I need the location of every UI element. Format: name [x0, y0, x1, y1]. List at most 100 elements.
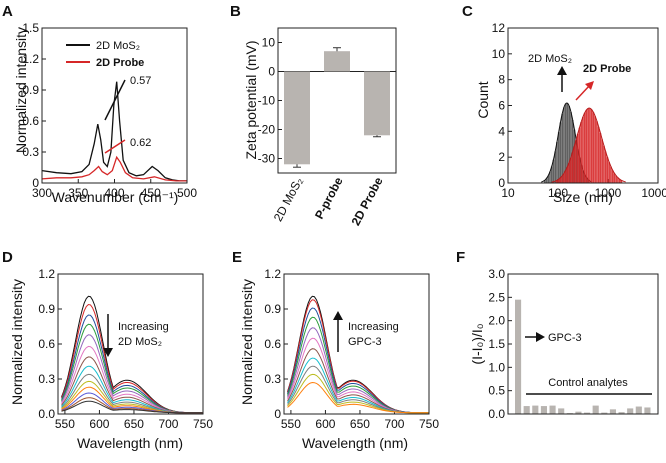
panel-e: E Normalized intensity Wavelength (nm) 0… [232, 249, 439, 451]
c-x-tick-label: 10000 [641, 186, 666, 200]
c-y-tick-label: 12 [492, 21, 506, 35]
c-x-tick-label: 100 [548, 186, 568, 200]
e-x-tick-label: 750 [419, 417, 439, 431]
c-bar-probe [601, 139, 603, 183]
c-bar-probe [613, 173, 616, 183]
c-bar-mos2 [552, 159, 555, 183]
f-bar [644, 407, 651, 414]
c-bar-probe [587, 108, 589, 183]
d-annotation-line2: 2D MoS₂ [118, 336, 162, 348]
f-bar [627, 408, 634, 414]
f-bar [601, 412, 608, 414]
c-x-tick-label: 1000 [595, 186, 622, 200]
b-bar [284, 71, 310, 165]
d-arrowhead [103, 348, 113, 357]
f-annotation-gpc3: GPC-3 [548, 332, 582, 344]
c-plot-frame [507, 27, 659, 184]
c-bar-mos2 [570, 111, 572, 183]
c-bar-mos2 [550, 166, 553, 183]
f-bar [532, 405, 539, 414]
c-bar-probe [589, 108, 591, 183]
a-x-tick-label: 300 [32, 186, 52, 200]
f-y-tick-label: 0.5 [488, 384, 505, 398]
f-y-tick-label: 0.0 [488, 407, 505, 421]
c-bar-probe [603, 145, 605, 183]
c-bar-probe [606, 157, 609, 183]
d-y-tick-label: 1.2 [38, 267, 55, 281]
c-bar-probe [566, 167, 568, 183]
b-y-tick-label: 0 [268, 65, 275, 79]
d-y-tick-label: 0.3 [38, 372, 55, 386]
c-annotation-probe: 2D Probe [583, 63, 631, 75]
c-bar-probe [582, 116, 584, 183]
f-bar [558, 408, 565, 414]
e-arrowhead [333, 311, 343, 320]
c-arrowhead-probe [585, 81, 594, 90]
f-bar [584, 412, 591, 414]
c-bar-mos2 [556, 142, 558, 183]
a-annotation-line-mos2 [104, 79, 126, 121]
c-bar-probe [580, 121, 582, 183]
b-y-tick-label: -30 [258, 152, 276, 166]
a-y-tick-label: 1.5 [22, 21, 39, 35]
panel-b: B Zeta potential (mV) 10 0 -10 -20 -30 2D Mo… [230, 3, 397, 228]
c-y-tick-label: 6 [498, 99, 505, 113]
b-y-label: Zeta potential (mV) [243, 40, 259, 159]
f-bar [515, 299, 522, 414]
c-bar-probe [596, 121, 598, 183]
f-y-tick-label: 2.0 [488, 314, 505, 328]
a-series-mos2 [41, 81, 187, 182]
a-x-tick-label: 450 [141, 186, 161, 200]
a-annotation-057: 0.57 [130, 75, 151, 87]
c-bar-mos2 [566, 103, 569, 183]
e-x-tick-label: 650 [350, 417, 370, 431]
f-bar [635, 406, 642, 414]
d-annotation-line1: Increasing [118, 321, 169, 333]
e-x-tick-label: 550 [281, 417, 301, 431]
a-plot-frame [41, 27, 188, 184]
panel-d: D Normalized intensity Wavelength (nm) 0… [2, 249, 213, 451]
c-arrowhead-mos2 [557, 66, 567, 75]
a-x-label: Wavenumber (cm⁻¹) [52, 189, 179, 205]
d-x-tick-label: 750 [193, 417, 213, 431]
panel-label-c: C [462, 3, 473, 20]
c-y-label: Count [475, 81, 491, 118]
c-x-label: Size (nm) [553, 189, 613, 205]
a-y-tick-label: 0.3 [22, 145, 39, 159]
f-y-tick-label: 3.0 [488, 267, 505, 281]
c-bar-mos2 [557, 132, 560, 183]
f-annotation-control: Control analytes [548, 377, 628, 389]
c-bar-probe [592, 112, 595, 183]
panel-a: A Normalized intensity Wavenumber (cm⁻¹)… [2, 3, 197, 205]
e-y-tick-label: 0.9 [264, 302, 281, 316]
c-bar-probe [564, 170, 567, 183]
a-annotation-line-probe [104, 139, 126, 154]
panel-label-e: E [232, 249, 242, 266]
f-bar [618, 412, 625, 414]
c-bar-probe [576, 133, 579, 183]
d-y-label: Normalized intensity [9, 279, 25, 405]
c-bar-probe [608, 162, 610, 183]
f-bar [540, 406, 547, 414]
b-bar [324, 51, 350, 72]
a-y-tick-label: 0.9 [22, 83, 39, 97]
c-bar-probe [569, 157, 572, 183]
c-annotation-mos2: 2D MoS₂ [528, 53, 572, 65]
f-y-tick-label: 1.0 [488, 360, 505, 374]
e-x-tick-label: 700 [384, 417, 404, 431]
b-category-label: 2D MoS₂ [271, 175, 306, 224]
f-bar [523, 406, 530, 414]
f-bar [549, 405, 556, 414]
c-bar-probe [610, 166, 612, 183]
panel-label-a: A [2, 3, 13, 20]
f-bar [592, 405, 599, 414]
c-bar-mos2 [561, 113, 564, 183]
c-bar-probe [571, 152, 574, 183]
c-bar-mos2 [563, 107, 565, 183]
e-y-tick-label: 0.6 [264, 337, 281, 351]
c-bar-mos2 [568, 106, 571, 183]
c-bar-probe [583, 112, 586, 183]
a-y-tick-label: 0.6 [22, 114, 39, 128]
b-bar [364, 71, 390, 136]
